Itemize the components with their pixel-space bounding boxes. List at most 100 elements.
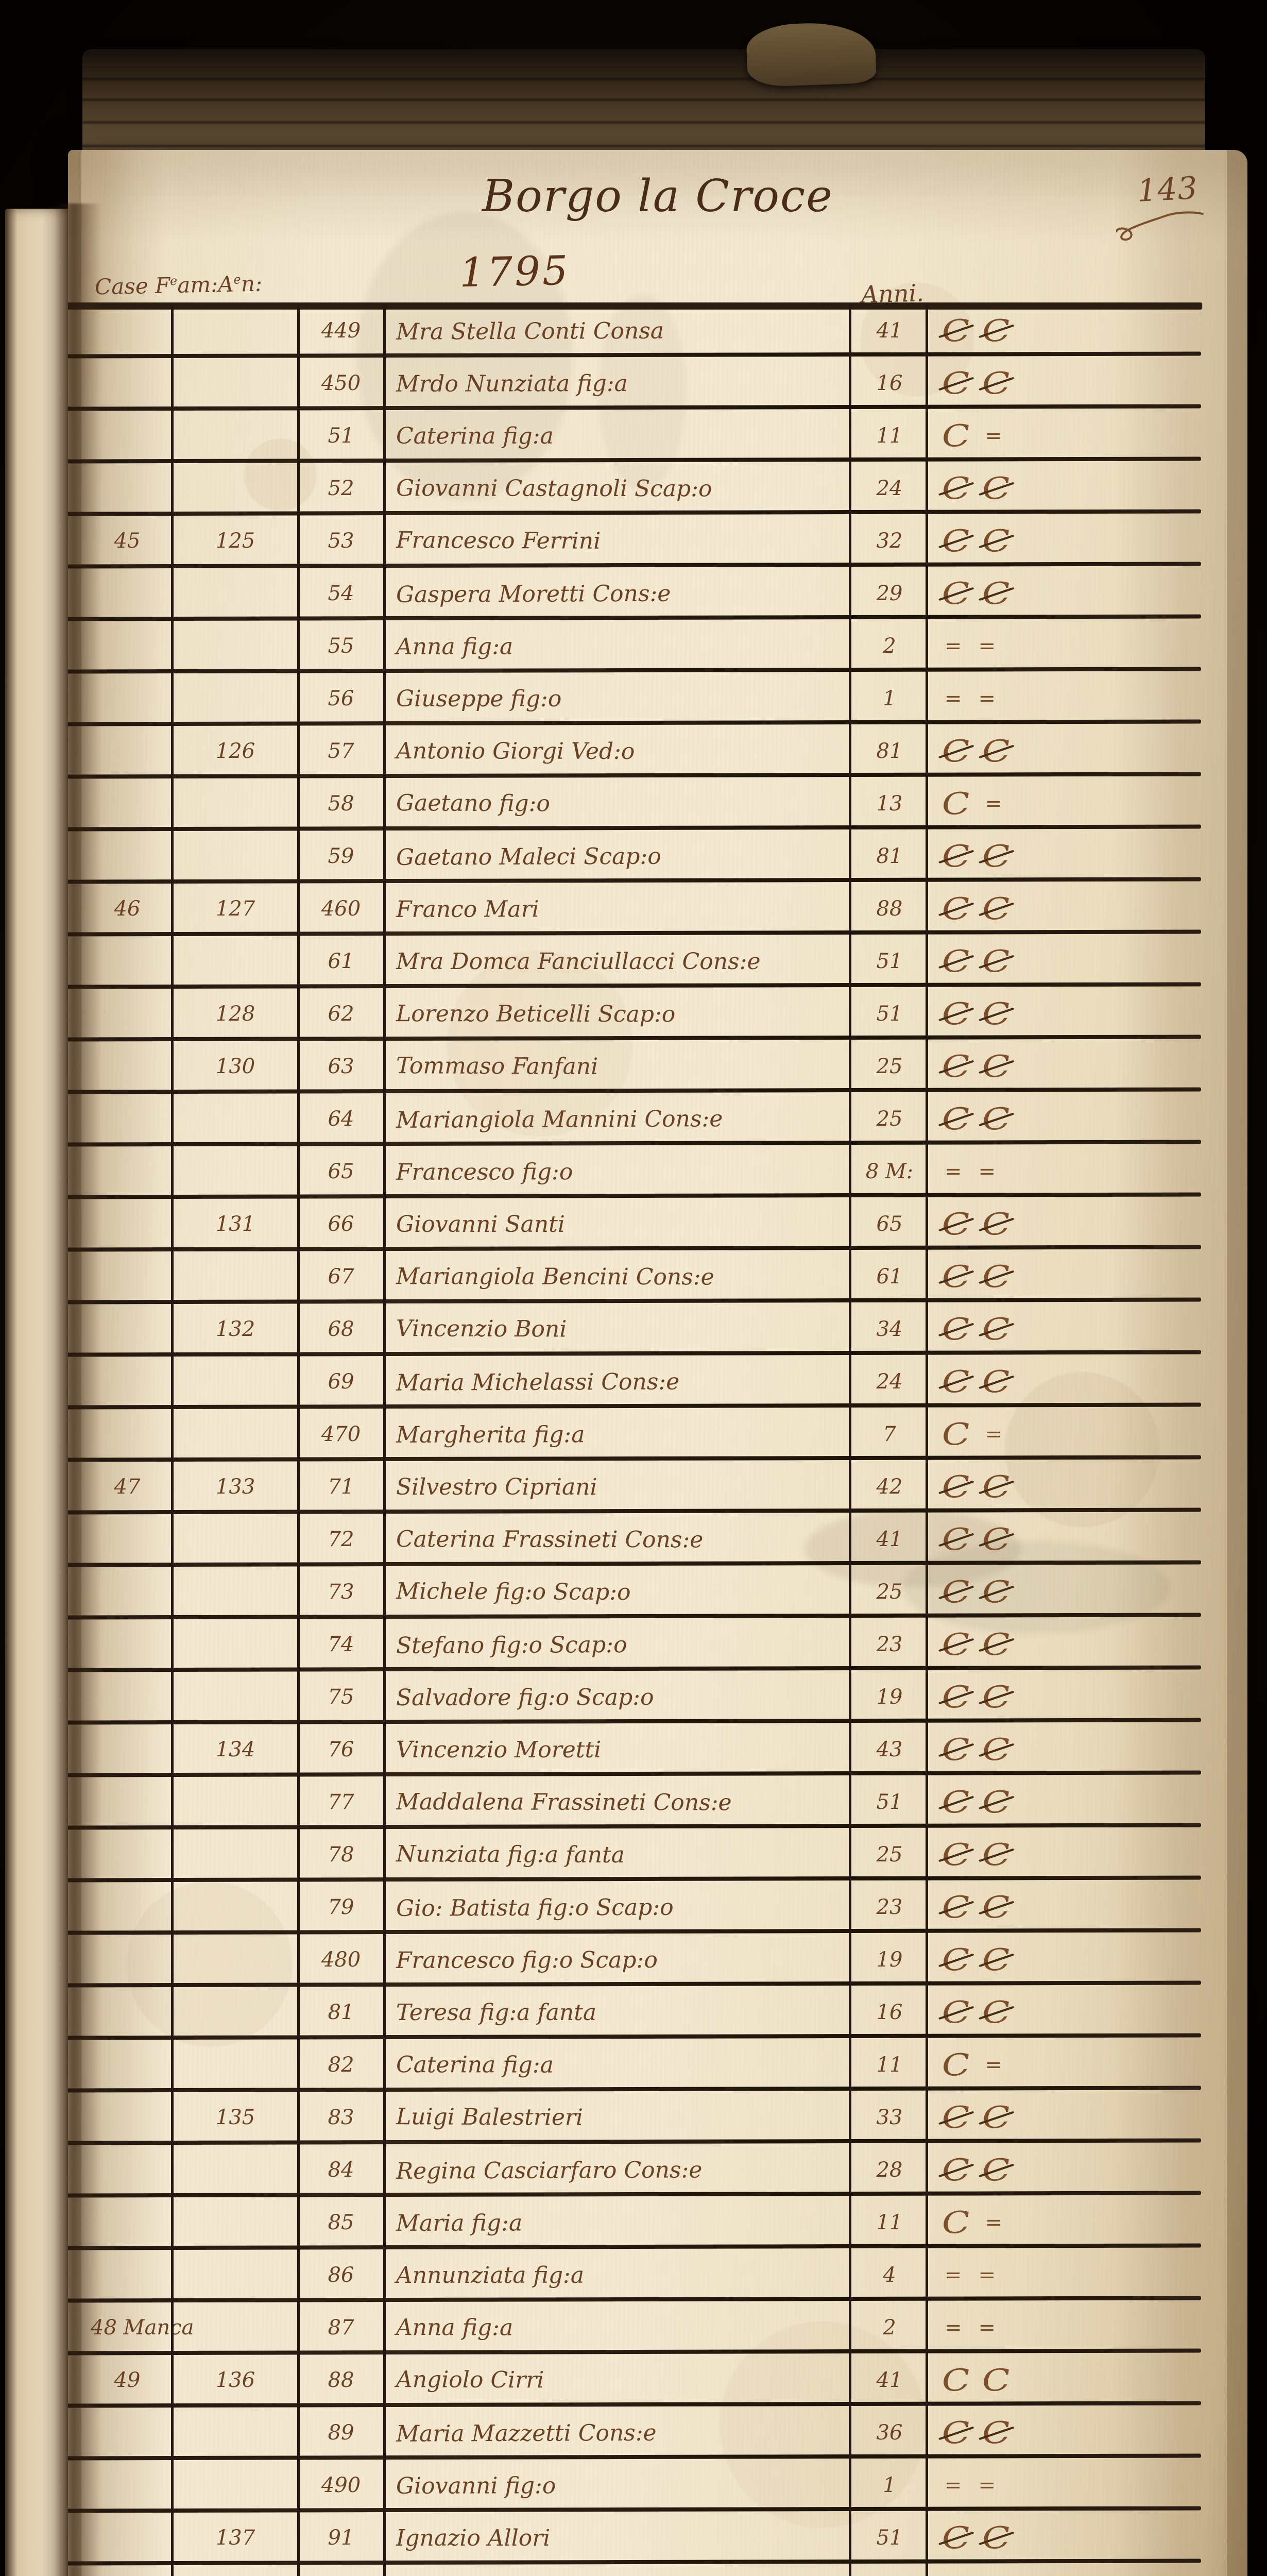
- cell-famiglia: [176, 1149, 295, 1194]
- cell-case: [89, 1780, 166, 1824]
- census-table: 449 Mra Stella Conti Consa 41 C C 450 Mrdo Nun…: [68, 304, 1247, 2576]
- cell-age: 32: [876, 529, 903, 553]
- cell-age: 51: [876, 950, 903, 973]
- cell-anime-number: 460: [321, 897, 361, 921]
- communion-crossed-mark-icon: C: [980, 575, 1013, 612]
- cell-case: [89, 1570, 166, 1614]
- cell-anime-number: 86: [328, 2263, 354, 2287]
- cell-case: [89, 939, 166, 984]
- cell-age: 34: [876, 1317, 903, 1341]
- communion-crossed-mark-icon: C: [980, 1784, 1013, 1821]
- cell-case: [89, 1675, 166, 1719]
- cell-famiglia: [176, 2043, 295, 2087]
- communion-crossed-mark-icon: C: [940, 2519, 972, 2556]
- cell-age: 42: [876, 1475, 903, 1499]
- communion-crossed-mark-icon: C: [940, 470, 972, 507]
- table-row: 126 57 Antonio Giorgi Ved:o 81 C C: [68, 725, 1247, 777]
- cell-famiglia: [176, 1990, 295, 2035]
- communion-crossed-mark-icon: C: [980, 1626, 1013, 1663]
- table-row: 47 133 71 Silvestro Cipriani 42 C C: [68, 1461, 1247, 1513]
- cell-anime-number: 449: [321, 319, 361, 343]
- communion-crossed-mark-icon: C: [940, 1258, 972, 1295]
- table-row: 131 66 Giovanni Santi 65 C C: [68, 1198, 1247, 1250]
- cell-person-name: Margherita fig:a: [396, 1421, 585, 1448]
- cell-sacrament-marks: = =: [933, 2463, 1103, 2507]
- cell-age: 25: [876, 1107, 903, 1131]
- cell-age: 19: [876, 1685, 903, 1709]
- cell-famiglia: [176, 939, 295, 984]
- cell-famiglia: [176, 2148, 295, 2192]
- table-row: 135 83 Luigi Balestrieri 33 C C: [68, 2091, 1247, 2144]
- table-row: 130 63 Tommaso Fanfani 25 C C: [68, 1040, 1247, 1093]
- cell-famiglia: 127: [215, 897, 255, 921]
- cell-case: [89, 1044, 166, 1089]
- cell-age: 28: [876, 2158, 903, 2182]
- table-row: 92 Caterina Pesci Cons:e51 CC: [68, 2564, 1247, 2576]
- cell-age: 11: [876, 2053, 903, 2077]
- cell-famiglia: 133: [215, 1475, 255, 1499]
- table-row: 72 Caterina Frassineti Cons:e 41 C C: [68, 1513, 1247, 1566]
- communion-crossed-mark-icon: C: [980, 1100, 1013, 1138]
- cell-anime-number: 51: [328, 424, 354, 448]
- cell-person-name: Teresa fig:a fanta: [396, 1999, 597, 2026]
- table-row: 79 Gio: Batista fig:o Scap:o 23 C C: [68, 1881, 1247, 1934]
- dash-mark-icon: =: [945, 634, 962, 658]
- cell-case: [89, 1307, 166, 1351]
- cell-case: [89, 2411, 166, 2455]
- dash-mark-icon: =: [978, 2263, 996, 2287]
- table-row: 51 Caterina fig:a 11 C =: [68, 410, 1247, 462]
- table-row: 59 Gaetano Maleci Scap:o 81 C C: [68, 830, 1247, 883]
- table-row: 64 Mariangiola Mannini Cons:e 25 C C: [68, 1093, 1247, 1145]
- cell-anime-number: 81: [328, 2001, 354, 2024]
- communion-crossed-mark-icon: C: [940, 1784, 972, 1821]
- cell-case: 46: [114, 897, 141, 921]
- cell-anime-number: 83: [328, 2106, 354, 2129]
- cell-age: 24: [876, 1370, 903, 1394]
- cell-famiglia: [176, 1517, 295, 1562]
- communion-crossed-mark-icon: C: [940, 1731, 972, 1768]
- cell-case: [89, 309, 166, 353]
- cell-person-name: Michele fig:o Scap:o: [396, 1578, 631, 1605]
- cell-anime-number: 63: [328, 1055, 354, 1078]
- cell-anime-number: 87: [328, 2316, 354, 2340]
- cell-anime-number: 58: [328, 792, 354, 816]
- cell-famiglia: [176, 2463, 295, 2507]
- cell-case: [89, 2568, 166, 2576]
- cell-anime-number: 71: [328, 1475, 354, 1499]
- cell-famiglia: [176, 1570, 295, 1614]
- cell-person-name: Regina Casciarfaro Cons:e: [396, 2156, 703, 2184]
- cell-age: 25: [876, 1580, 903, 1604]
- table-row: 73 Michele fig:o Scap:o 25 C C: [68, 1566, 1247, 1618]
- table-row: 54 Gaspera Moretti Cons:e 29 C C: [68, 567, 1247, 620]
- cell-age: 23: [876, 1895, 903, 1919]
- cell-person-name: Antonio Giorgi Ved:o: [396, 737, 635, 765]
- table-row: 56 Giuseppe fig:o 1 = =: [68, 672, 1247, 725]
- cell-sacrament-marks: CC: [933, 2568, 1103, 2576]
- cell-age: 19: [876, 1948, 903, 1972]
- cell-anime-number: 55: [328, 634, 354, 658]
- cell-famiglia: 130: [215, 1055, 255, 1078]
- cell-person-name: Luigi Balestrieri: [396, 2103, 584, 2131]
- cell-famiglia: 126: [215, 739, 255, 763]
- cell-person-name: Caterina Frassineti Cons:e: [396, 1526, 704, 1553]
- cell-person-name: Annunziata fig:a: [396, 2262, 585, 2289]
- communion-mark-icon: C: [940, 2046, 972, 2083]
- cell-person-name: Salvadore fig:o Scap:o: [396, 1684, 654, 1711]
- cell-person-name: Giovanni Santi: [396, 1211, 566, 1238]
- communion-crossed-mark-icon: C: [980, 1573, 1013, 1611]
- cell-case: [89, 1202, 166, 1246]
- communion-crossed-mark-icon: C: [980, 2414, 1013, 2451]
- cell-anime-number: 59: [328, 844, 354, 868]
- cell-person-name: Caterina fig:a: [396, 2051, 554, 2078]
- cell-person-name: Angiolo Cirri: [396, 2366, 544, 2393]
- cell-age: 13: [876, 792, 903, 816]
- cell-sacrament-marks: = =: [933, 2306, 1103, 2350]
